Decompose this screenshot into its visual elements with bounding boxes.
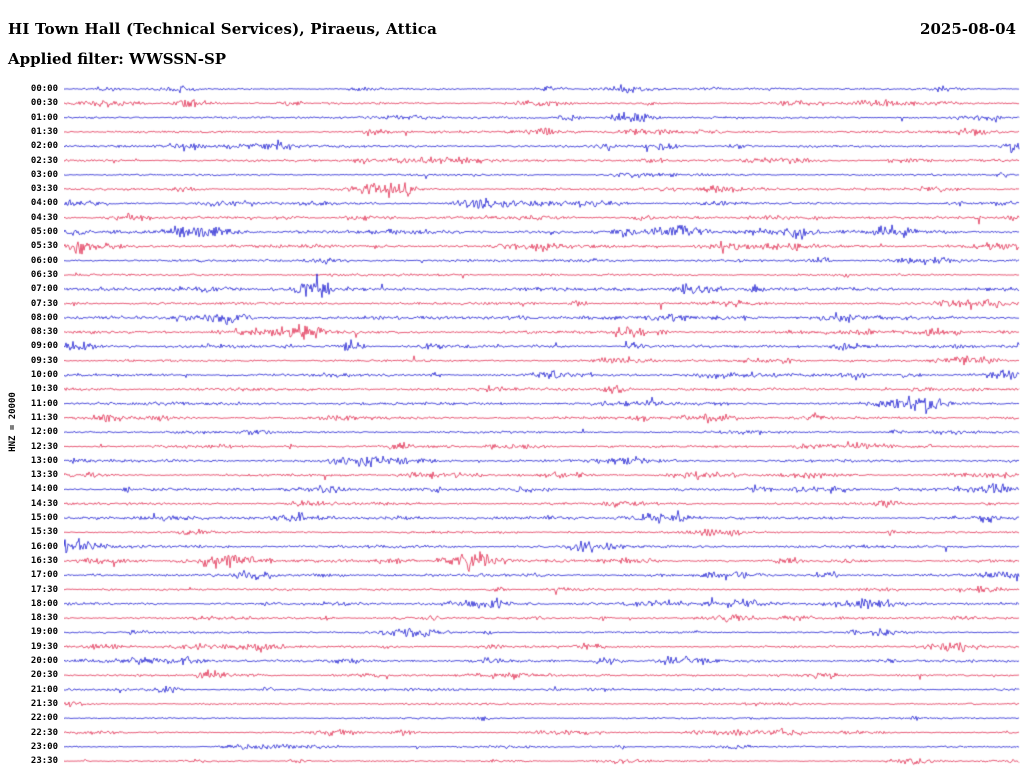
time-label: 10:00 [30, 370, 58, 380]
time-label: 21:30 [30, 698, 58, 709]
station-title: HI Town Hall (Technical Services), Pirae… [8, 20, 437, 38]
time-label: 21:00 [30, 684, 58, 695]
time-label: 22:00 [30, 713, 58, 724]
time-label: 10:30 [30, 384, 58, 395]
time-label: 03:30 [30, 184, 58, 195]
time-label: 12:00 [30, 427, 58, 438]
time-label: 14:30 [30, 498, 58, 509]
time-label: 19:30 [30, 641, 58, 652]
time-label: 00:30 [30, 98, 58, 109]
time-label: 15:30 [30, 527, 58, 538]
time-label: 09:30 [30, 355, 58, 366]
time-label: 16:00 [30, 541, 58, 552]
time-label: 09:00 [30, 341, 58, 352]
time-label: 14:00 [30, 484, 58, 495]
time-label: 17:30 [30, 584, 58, 595]
time-label: 17:00 [30, 570, 58, 581]
time-label: 15:00 [30, 513, 58, 523]
filter-label: Applied filter: WWSSN-SP [8, 50, 227, 68]
time-label: 23:00 [30, 741, 58, 752]
time-label: 20:30 [30, 670, 58, 681]
time-label: 01:30 [30, 126, 58, 137]
time-label: 02:00 [30, 141, 58, 152]
time-label: 05:30 [30, 241, 58, 252]
time-label: 18:30 [30, 613, 58, 624]
time-label: 07:30 [30, 298, 58, 309]
time-label: 13:30 [30, 470, 58, 481]
time-label: 23:30 [30, 756, 58, 767]
time-label: 20:00 [30, 656, 58, 666]
time-label: 11:30 [30, 412, 58, 423]
time-label: 03:00 [30, 169, 58, 180]
time-label: 06:30 [30, 269, 58, 280]
time-label: 05:00 [30, 227, 58, 237]
time-label: 07:00 [30, 284, 58, 295]
time-label: 04:30 [30, 212, 58, 223]
date-label: 2025-08-04 [920, 20, 1016, 38]
time-label: 18:00 [30, 598, 58, 609]
time-label: 22:30 [30, 727, 58, 738]
time-label: 00:00 [30, 84, 58, 94]
time-label: 08:30 [30, 327, 58, 338]
time-label: 13:00 [30, 455, 58, 466]
seismogram-traces [64, 81, 1020, 771]
time-label: 02:30 [30, 155, 58, 166]
time-label: 04:00 [30, 198, 58, 209]
time-label: 06:00 [30, 255, 58, 266]
time-label: 01:00 [30, 112, 58, 123]
time-label: 12:30 [30, 441, 58, 452]
time-label: 11:00 [30, 398, 58, 409]
time-label: 16:30 [30, 555, 58, 566]
time-label: 19:00 [30, 627, 58, 638]
time-label: 08:00 [30, 312, 58, 323]
